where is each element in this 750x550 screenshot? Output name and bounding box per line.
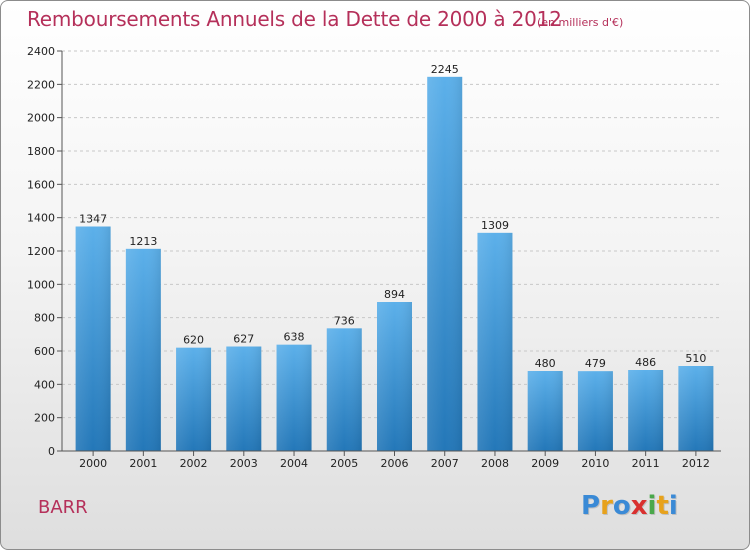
logo-letter: o <box>612 491 631 521</box>
bar-shine <box>628 370 664 451</box>
bar-shine <box>326 328 362 451</box>
y-tick-label: 600 <box>34 345 55 358</box>
proxiti-logo[interactable]: Proxiti <box>581 491 678 521</box>
chart-title: Remboursements Annuels de la Dette de 20… <box>27 7 562 31</box>
bar-shine <box>377 302 412 451</box>
y-tick-label: 1600 <box>27 178 55 191</box>
y-tick-label: 0 <box>48 445 55 458</box>
bar-shine <box>125 248 161 451</box>
axes: 0 200 400 600 800 1000 1200 1400 1600 1800 2000 220… <box>27 45 721 470</box>
y-tick-label: 1000 <box>27 278 55 291</box>
bar-shine <box>176 347 212 451</box>
bar-shine <box>226 346 262 451</box>
bar-shine <box>527 371 563 451</box>
bar-shine <box>678 366 714 451</box>
data-label-2002: 620 <box>183 334 204 347</box>
x-tick-label-2007: 2007 <box>431 457 459 470</box>
x-tick-label-2003: 2003 <box>230 457 258 470</box>
chart-unit: (en milliers d'€) <box>537 16 624 29</box>
bars: 1347 1213 620 627 638 736 894 2245 1309 480 479 486… <box>75 63 714 451</box>
y-tick-label: 1800 <box>27 145 55 158</box>
logo-letter: x <box>630 491 648 521</box>
data-label-2001: 1213 <box>129 235 157 248</box>
bar-shine <box>577 371 613 451</box>
data-label-2003: 627 <box>233 333 254 346</box>
x-tick-label-2009: 2009 <box>531 457 559 470</box>
logo-letter: i <box>668 491 678 521</box>
x-tick-label-2002: 2002 <box>180 457 208 470</box>
data-label-2004: 638 <box>284 331 305 344</box>
y-tick-label: 200 <box>34 412 55 425</box>
x-tick-label-2001: 2001 <box>129 457 157 470</box>
data-label-2005: 736 <box>334 314 355 327</box>
y-tick-label: 1200 <box>27 245 55 258</box>
logo-letter: P <box>581 491 601 521</box>
bar-shine <box>75 226 111 451</box>
grid-lines <box>62 50 721 419</box>
commune-name: BARR <box>38 497 88 518</box>
data-label-2008: 1309 <box>481 219 509 232</box>
x-tick-label-2011: 2011 <box>632 457 660 470</box>
x-tick-label-2010: 2010 <box>581 457 609 470</box>
data-label-2009: 480 <box>535 357 556 370</box>
bar-shine <box>477 232 513 451</box>
x-tick-label-2005: 2005 <box>330 457 358 470</box>
y-tick-label: 800 <box>34 312 55 325</box>
y-tick-label: 2200 <box>27 78 55 91</box>
x-tick-label-2004: 2004 <box>280 457 308 470</box>
x-tick-label-2006: 2006 <box>381 457 409 470</box>
bar-shine <box>276 344 312 451</box>
data-label-2000: 1347 <box>79 213 107 226</box>
logo-letter: r <box>600 491 613 521</box>
x-tick-label-2000: 2000 <box>79 457 107 470</box>
data-label-2006: 894 <box>384 288 405 301</box>
y-tick-label: 2400 <box>27 45 55 58</box>
y-tick-label: 400 <box>34 378 55 391</box>
logo-letter: i <box>647 491 657 521</box>
data-label-2011: 486 <box>635 356 656 369</box>
y-tick-label: 2000 <box>27 112 55 125</box>
data-label-2010: 479 <box>585 357 606 370</box>
x-tick-label-2012: 2012 <box>682 457 710 470</box>
data-label-2007: 2245 <box>431 63 459 76</box>
y-tick-label: 1400 <box>27 212 55 225</box>
logo-letter: t <box>656 491 669 521</box>
data-label-2012: 510 <box>685 352 706 365</box>
x-tick-label-2008: 2008 <box>481 457 509 470</box>
bar-shine <box>427 76 463 451</box>
